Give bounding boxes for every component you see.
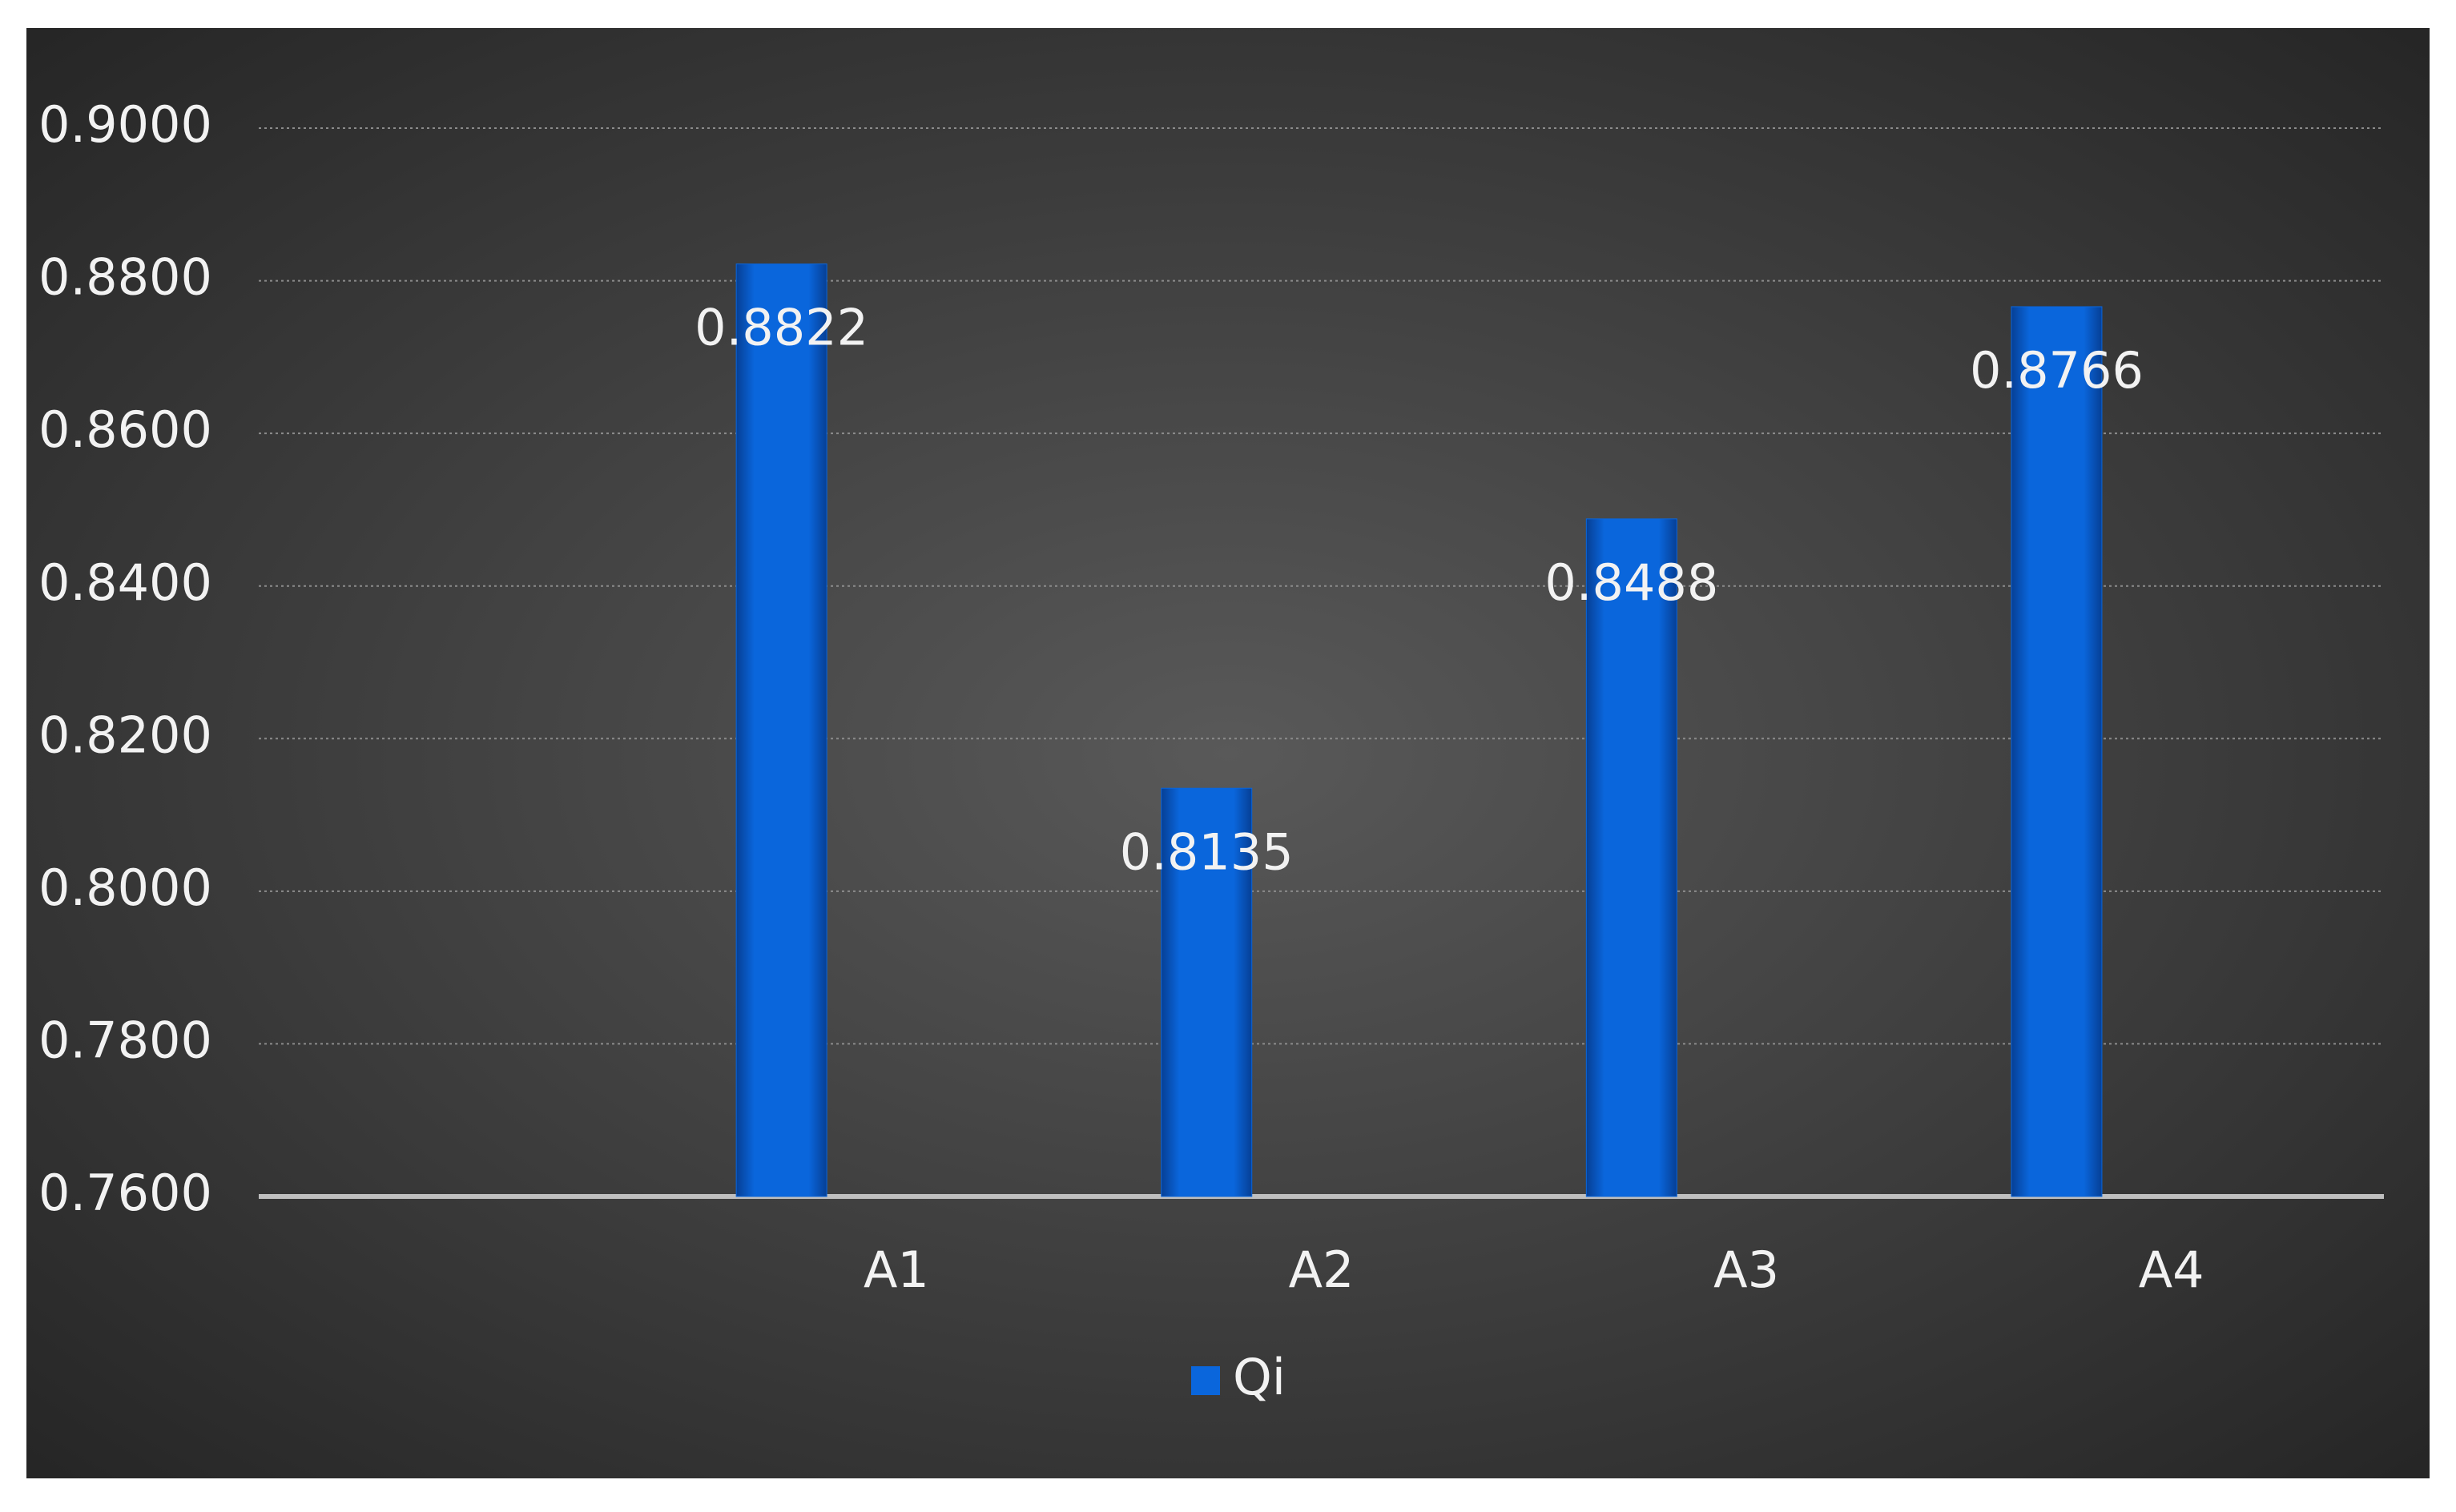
bar: [735, 263, 827, 1197]
x-tick-label: A2: [1289, 1241, 1355, 1299]
y-tick-label: 0.8400: [38, 553, 212, 612]
y-tick-label: 0.8800: [38, 248, 212, 307]
bar: [2011, 306, 2103, 1197]
y-tick-label: 0.8600: [38, 400, 212, 459]
data-label: 0.8488: [1544, 553, 1718, 612]
x-tick-label: A3: [1713, 1241, 1779, 1299]
data-label: 0.8766: [1970, 341, 2144, 400]
bar: [1161, 787, 1253, 1197]
y-tick-label: 0.8000: [38, 859, 212, 917]
data-label: 0.8822: [695, 299, 868, 357]
x-tick-label: A4: [2139, 1241, 2204, 1299]
y-tick-label: 0.8200: [38, 706, 212, 764]
bar: [1585, 518, 1677, 1197]
legend-swatch: [1191, 1366, 1220, 1395]
y-tick-label: 0.7600: [38, 1164, 212, 1222]
legend-label: Qi: [1233, 1348, 1286, 1406]
data-label: 0.8135: [1120, 822, 1294, 881]
y-tick-label: 0.7800: [38, 1011, 212, 1070]
x-tick-label: A1: [864, 1241, 929, 1299]
y-tick-label: 0.9000: [38, 95, 212, 154]
